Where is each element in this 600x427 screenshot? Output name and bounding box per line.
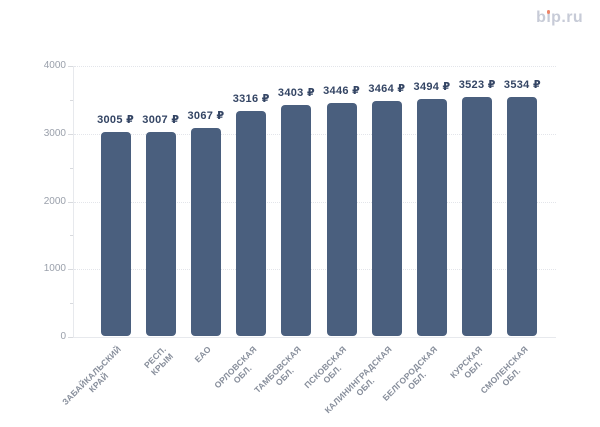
bar-value-label: 3067 ₽: [187, 110, 225, 122]
bip-logo[interactable]: bı p.ru: [536, 9, 583, 27]
bar-value-label: 3534 ₽: [503, 79, 541, 91]
bar-value-label: 3494 ₽: [413, 81, 451, 93]
bar-slot: 3316 ₽ ОРЛОВСКАЯ ОБЛ.: [212, 66, 274, 390]
bar-value-label: 3464 ₽: [368, 83, 406, 95]
bar-slot: 3523 ₽ КУРСКАЯ ОБЛ.: [448, 66, 500, 380]
gridline: [74, 269, 556, 271]
bar-value-label: 3403 ₽: [277, 87, 315, 99]
bar[interactable]: [145, 132, 176, 336]
x-axis-label: ТАМБОВСКАЯ ОБЛ.: [252, 344, 304, 395]
x-axis-label: ЕАО: [192, 344, 214, 365]
bar-slot: 3403 ₽ ТАМБОВСКАЯ ОБЛ.: [253, 66, 319, 395]
x-axis-label: РЕСП. КРЫМ: [141, 344, 176, 378]
bar-value-label: 3005 ₽: [97, 114, 135, 126]
bar-value-label: 3316 ₽: [232, 93, 270, 105]
y-axis-tick: [68, 337, 73, 338]
bar[interactable]: [191, 128, 221, 336]
bar[interactable]: [326, 103, 357, 336]
x-axis-label: ЗАБАЙКАЛЬСКИЙ КРАЙ: [59, 344, 123, 407]
y-axis-minor-tick: [70, 99, 73, 101]
bar-slot: 3494 ₽ БЕЛГОРОДСКАЯ ОБЛ.: [380, 66, 454, 403]
bar-slot: 3464 ₽ КАЛИНИНГРАДСКАЯ ОБЛ.: [323, 66, 409, 415]
y-axis-tick-label: 2000: [43, 195, 66, 207]
y-axis-tick: [68, 201, 73, 203]
bar-slot: 3446 ₽ ПСКОВСКАЯ ОБЛ.: [303, 66, 364, 390]
y-axis-minor-tick: [70, 235, 73, 237]
bar-slot: 3005 ₽ ЗАБАЙКАЛЬСКИЙ КРАЙ: [60, 66, 138, 407]
y-axis-tick-label: 0: [60, 331, 66, 342]
gridline: [74, 201, 556, 203]
bar[interactable]: [236, 111, 267, 336]
gridline: [74, 133, 556, 135]
bar[interactable]: [417, 99, 448, 336]
y-axis-tick: [68, 66, 73, 67]
bar[interactable]: [462, 97, 493, 336]
plot-area: 0 1000 2000 3000 4000 3005 ₽ ЗАБАЙКАЛЬСКИЙ КР…: [44, 60, 556, 415]
y-axis-tick-label: 1000: [43, 263, 66, 275]
logo-text-rest: p.ru: [551, 9, 583, 26]
bars-layer: 3005 ₽ ЗАБАЙКАЛЬСКИЙ КРАЙ 3007 ₽ РЕСП. КРЫМ…: [60, 66, 556, 415]
bar[interactable]: [281, 105, 312, 336]
bar[interactable]: [371, 101, 402, 336]
logo-letter-i: ı: [546, 9, 551, 27]
logo-text-b: b: [536, 9, 547, 26]
y-axis-minor-tick: [70, 303, 73, 305]
y-axis-tick: [68, 269, 73, 271]
bar-value-label: 3007 ₽: [142, 114, 180, 126]
logo-i-dot-icon: [546, 10, 551, 14]
bar-value-label: 3523 ₽: [458, 79, 496, 91]
y-axis-tick-label: 4000: [43, 60, 66, 71]
bar-slot: 3534 ₽ СМОЛЕНСКАЯ ОБЛ.: [478, 66, 545, 396]
y-axis-minor-tick: [70, 167, 73, 169]
logo-dotless-i: ı: [546, 9, 552, 26]
gridline: [74, 66, 556, 67]
y-axis-tick-label: 3000: [43, 127, 66, 139]
bar-value-label: 3446 ₽: [323, 85, 361, 97]
y-axis-tick: [68, 133, 73, 135]
bar-slot: 3007 ₽ РЕСП. КРЫМ: [138, 66, 183, 377]
bar[interactable]: [100, 132, 131, 336]
bar[interactable]: [507, 97, 538, 336]
bar-slot: 3067 ₽ ЕАО: [183, 66, 228, 364]
